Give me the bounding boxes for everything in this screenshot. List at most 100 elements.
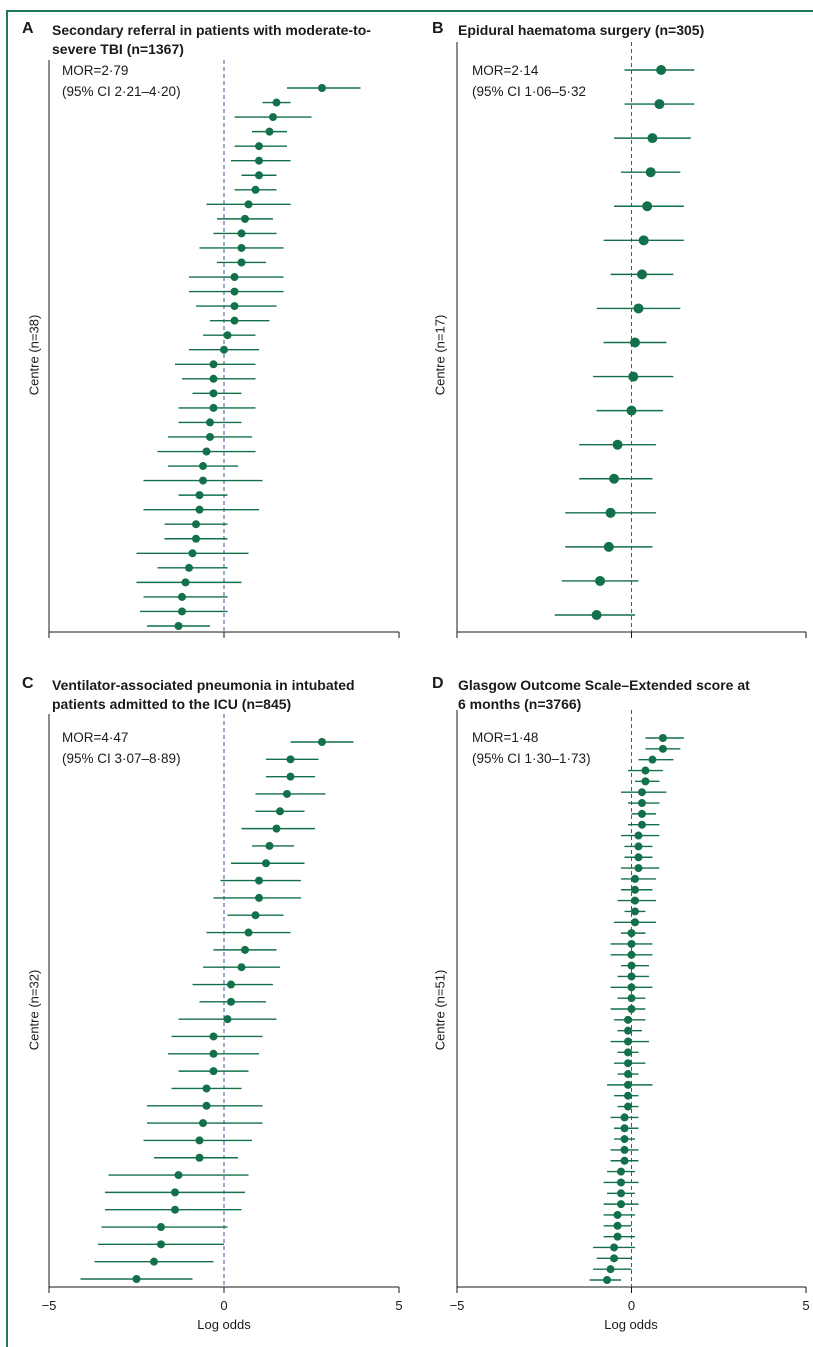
panel-d-estimate-point bbox=[641, 766, 650, 775]
panel-c-x-tick-label: 0 bbox=[220, 1298, 227, 1313]
panel-d-estimate-point bbox=[658, 744, 667, 753]
panel-c-estimate-point bbox=[255, 876, 263, 885]
panel-d-estimate-point bbox=[637, 820, 646, 829]
panel-d-estimate-point bbox=[634, 864, 643, 873]
panel-b-estimate-point bbox=[605, 507, 616, 518]
panel-c-estimate-point bbox=[195, 1153, 204, 1162]
frame-top-border bbox=[6, 10, 813, 12]
panel-b-estimate-point bbox=[656, 65, 667, 75]
panel-d-estimate-point bbox=[617, 1200, 626, 1209]
panel-d-estimate-point bbox=[617, 1167, 626, 1176]
panel-d-xtitle: Log odds bbox=[604, 1317, 658, 1332]
panel-d-estimate-point bbox=[637, 799, 646, 808]
panel-d-letter: D bbox=[432, 675, 444, 692]
panel-a-estimate-point bbox=[199, 476, 207, 485]
panel-b-estimate-point bbox=[603, 541, 614, 552]
panel-d-x-tick-label: −5 bbox=[450, 1298, 465, 1313]
panel-d-estimate-point bbox=[610, 1254, 619, 1263]
panel-d-estimate-point bbox=[627, 961, 636, 970]
panel-a-estimate-point bbox=[192, 520, 200, 529]
frame-left-border bbox=[6, 10, 8, 1347]
panel-c-letter: C bbox=[22, 675, 34, 692]
panel-d-estimate-point bbox=[624, 1102, 633, 1111]
panel-c-estimate-point bbox=[286, 772, 295, 781]
panel-d-estimate-point bbox=[620, 1113, 629, 1122]
panel-b-estimate-point bbox=[647, 133, 658, 144]
panel-a-estimate-point bbox=[209, 360, 218, 369]
panel-b-estimate-point bbox=[645, 167, 656, 178]
panel-a-estimate-point bbox=[230, 302, 239, 311]
panel-c-estimate-point bbox=[202, 1101, 211, 1110]
panel-a-estimate-point bbox=[178, 607, 186, 616]
panel-d-estimate-point bbox=[627, 929, 636, 938]
panel-c-estimate-point bbox=[195, 1136, 204, 1145]
panel-c-title-line-1: Ventilator-associated pneumonia in intub… bbox=[52, 677, 355, 693]
panel-a-estimate-point bbox=[192, 534, 200, 543]
panel-c-estimate-point bbox=[199, 1119, 207, 1128]
panel-a-estimate-point bbox=[272, 98, 281, 107]
panel-d-estimate-point bbox=[630, 907, 639, 916]
panel-d-estimate-point bbox=[603, 1276, 612, 1284]
panel-c-estimate-point bbox=[227, 980, 235, 989]
panel-d-estimate-point bbox=[630, 896, 639, 905]
panel-a-estimate-point bbox=[255, 156, 263, 165]
panel-a-estimate-point bbox=[209, 403, 218, 412]
panel-d-title-line-1: Glasgow Outcome Scale–Extended score at bbox=[458, 677, 750, 693]
panel-a-title-line-1: Secondary referral in patients with mode… bbox=[52, 22, 371, 38]
panel-d-estimate-point bbox=[617, 1178, 626, 1187]
panel-d-estimate-point bbox=[630, 885, 639, 894]
panel-c-estimate-point bbox=[174, 1171, 183, 1180]
panel-a-estimate-point bbox=[269, 113, 277, 122]
panel-d-estimate-point bbox=[620, 1156, 629, 1165]
panel-c-estimate-point bbox=[276, 807, 284, 816]
panel-a-letter: A bbox=[22, 20, 34, 37]
panel-d-estimate-point bbox=[620, 1135, 629, 1144]
panel-d-estimate-point bbox=[624, 1026, 633, 1035]
panel-a-estimate-point bbox=[220, 345, 228, 354]
panel-d-estimate-point bbox=[630, 918, 639, 927]
panel-c-estimate-point bbox=[202, 1084, 211, 1093]
panel-b-estimate-point bbox=[633, 303, 644, 314]
panel-d-title: Glasgow Outcome Scale–Extended score at … bbox=[458, 676, 750, 714]
panel-d-estimate-point bbox=[658, 734, 667, 742]
panel-b-estimate-point bbox=[654, 99, 665, 110]
panel-a-estimate-point bbox=[237, 243, 246, 252]
panel-c-estimate-point bbox=[209, 1049, 218, 1058]
panel-a-estimate-point bbox=[230, 273, 239, 282]
panel-c-estimate-point bbox=[227, 997, 235, 1006]
panel-c-estimate-point bbox=[255, 893, 263, 902]
panel-d-estimate-point bbox=[637, 788, 646, 797]
panel-b-title: Epidural haematoma surgery (n=305) bbox=[458, 21, 704, 40]
panel-d-estimate-point bbox=[620, 1145, 629, 1154]
panel-d-estimate-point bbox=[634, 853, 643, 862]
panel-a-mor-annotation: MOR=2·79 bbox=[62, 63, 128, 78]
panel-d-estimate-point bbox=[634, 831, 643, 840]
panel-c-estimate-point bbox=[286, 755, 295, 764]
panel-b-estimate-point bbox=[638, 235, 649, 246]
panel-d-estimate-point bbox=[641, 777, 650, 786]
panel-d-mor-annotation: MOR=1·48 bbox=[472, 730, 538, 745]
panel-b-estimate-point bbox=[609, 473, 620, 484]
panel-b-estimate-point bbox=[636, 269, 647, 280]
panel-b-title-line-1: Epidural haematoma surgery (n=305) bbox=[458, 22, 705, 38]
panel-d-estimate-point bbox=[624, 1048, 633, 1057]
panel-c-xtitle: Log odds bbox=[197, 1317, 251, 1332]
panel-c-estimate-point bbox=[244, 928, 253, 937]
panel-a-estimate-point bbox=[199, 462, 207, 471]
panel-c-estimate-point bbox=[171, 1205, 179, 1214]
panel-d-estimate-point bbox=[624, 1037, 633, 1046]
panel-d-x-tick-label: 5 bbox=[802, 1298, 809, 1313]
panel-a-estimate-point bbox=[185, 563, 193, 572]
panel-c-estimate-point bbox=[272, 824, 281, 833]
panel-a-estimate-point bbox=[223, 331, 232, 340]
panel-d-estimate-point bbox=[627, 972, 636, 981]
panel-d-estimate-point bbox=[624, 1080, 633, 1089]
panel-c-x-tick-label: −5 bbox=[42, 1298, 57, 1313]
panel-a-estimate-point bbox=[237, 258, 246, 267]
panel-b-estimate-point bbox=[628, 371, 639, 382]
panel-c-estimate-point bbox=[209, 1032, 218, 1041]
panel-d-estimate-point bbox=[624, 1091, 633, 1100]
panel-c-estimate-point bbox=[223, 1015, 232, 1024]
panel-d-estimate-point bbox=[627, 994, 636, 1003]
panel-d-estimate-point bbox=[620, 1124, 629, 1133]
